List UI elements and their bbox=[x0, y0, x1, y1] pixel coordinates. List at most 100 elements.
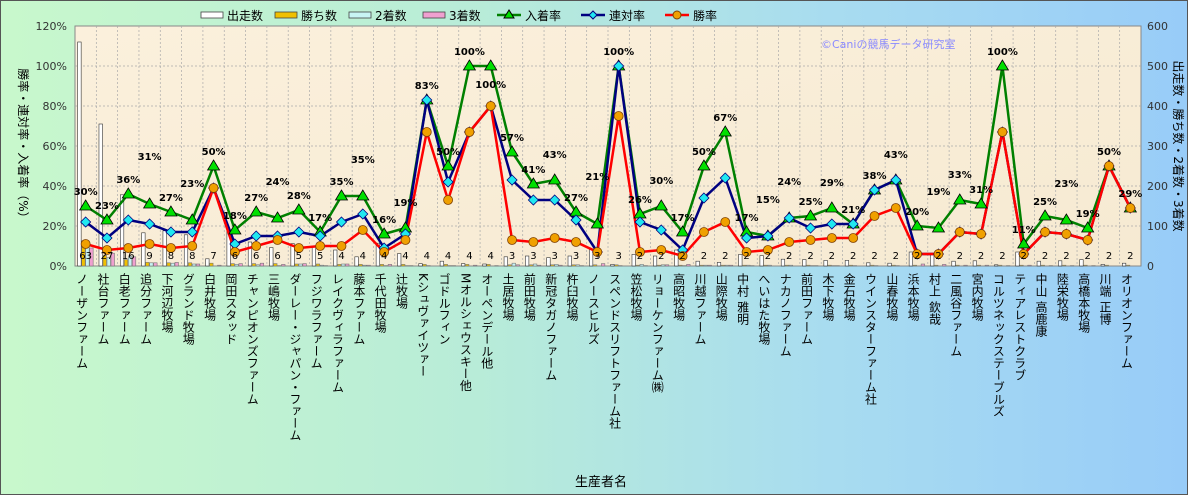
wins-data-label: 2 bbox=[765, 251, 771, 262]
bar-second bbox=[235, 264, 239, 266]
win-rate-marker bbox=[145, 240, 154, 249]
wins-data-label: 7 bbox=[210, 251, 216, 262]
x-tick-label: 山春牧場 bbox=[885, 273, 899, 322]
place-rate-data-label: 23% bbox=[1054, 179, 1078, 190]
place-rate-data-label: 19% bbox=[1076, 209, 1100, 220]
x-tick-label: コルツネックステーブルズ bbox=[991, 273, 1005, 417]
legend-label: 入着率 bbox=[525, 8, 561, 23]
bar-second bbox=[192, 264, 196, 266]
bar-second bbox=[171, 263, 175, 266]
bar-runs bbox=[1101, 264, 1105, 266]
x-tick-label: 辻牧場 bbox=[394, 273, 408, 310]
legend-label: 勝率 bbox=[693, 8, 717, 23]
x-tick-label: 千代田牧場 bbox=[373, 273, 387, 334]
bar-second bbox=[661, 265, 665, 266]
x-tick-label: ゴドルフィン bbox=[437, 272, 451, 345]
x-tick-label: 村上 欽哉 bbox=[927, 273, 941, 325]
legend-swatch bbox=[349, 12, 371, 18]
x-tick-label: 岡田スタッド bbox=[224, 273, 238, 345]
bar-second bbox=[789, 265, 793, 266]
wins-data-label: 3 bbox=[615, 251, 621, 262]
x-tick-label: 前田牧場 bbox=[522, 272, 536, 322]
x-tick-label: 藤本ファーム bbox=[352, 273, 366, 345]
place-rate-data-label: 50% bbox=[202, 147, 226, 158]
bar-runs bbox=[1080, 260, 1084, 266]
x-tick-label: チャンピオンズファーム bbox=[245, 273, 259, 405]
x-axis-title: 生産者名 bbox=[575, 474, 627, 490]
bar-third bbox=[729, 265, 733, 266]
x-tick-label: Mオルシェウスキー他 bbox=[458, 273, 472, 391]
y-tick-left: 0% bbox=[50, 260, 67, 273]
bar-wins bbox=[679, 265, 683, 266]
bar-runs bbox=[270, 248, 274, 266]
wins-data-label: 2 bbox=[1085, 251, 1091, 262]
wins-data-label: 9 bbox=[146, 251, 152, 262]
win-rate-marker bbox=[358, 226, 367, 235]
place-rate-data-label: 41% bbox=[521, 165, 545, 176]
win-rate-marker bbox=[891, 204, 900, 213]
bar-third bbox=[346, 264, 350, 266]
bar-second bbox=[747, 265, 751, 266]
wins-data-label: 4 bbox=[445, 251, 451, 262]
bar-wins bbox=[572, 265, 576, 266]
bar-runs bbox=[312, 246, 316, 266]
bar-wins bbox=[636, 265, 640, 266]
watermark: ©Caniの競馬データ研究室 bbox=[821, 37, 955, 51]
place-rate-data-label: 26% bbox=[628, 195, 652, 206]
x-tick-label: 三嶋牧場 bbox=[267, 273, 281, 322]
wins-data-label: 2 bbox=[1127, 251, 1133, 262]
x-tick-label: 浜本牧場 bbox=[906, 273, 920, 322]
x-tick-label: ナカノファーム bbox=[778, 273, 792, 357]
y-tick-right: 600 bbox=[1147, 20, 1168, 33]
bar-wins bbox=[807, 265, 811, 266]
place-rate-data-label: 31% bbox=[969, 185, 993, 196]
bar-runs bbox=[568, 256, 572, 266]
bar-wins bbox=[316, 264, 320, 266]
bar-wins bbox=[188, 263, 192, 266]
x-tick-label: レイクヴィラファーム bbox=[331, 273, 345, 393]
x-tick-label: 下河辺牧場 bbox=[160, 273, 174, 334]
wins-data-label: 4 bbox=[466, 251, 472, 262]
wins-data-label: 2 bbox=[1106, 251, 1112, 262]
x-tick-label: 中村 雅明 bbox=[736, 272, 750, 326]
legend-marker bbox=[589, 11, 597, 19]
bar-runs bbox=[184, 235, 188, 266]
bar-runs bbox=[781, 259, 785, 266]
bar-runs bbox=[461, 264, 465, 266]
place-rate-data-label: 36% bbox=[116, 175, 140, 186]
place-rate-data-label: 17% bbox=[308, 213, 332, 224]
bar-third bbox=[537, 265, 541, 266]
place-rate-data-label: 24% bbox=[777, 177, 801, 188]
bar-runs bbox=[78, 42, 82, 266]
bar-runs bbox=[632, 254, 636, 266]
bar-wins bbox=[871, 265, 875, 266]
place-rate-data-label: 20% bbox=[905, 207, 929, 218]
bar-wins bbox=[295, 264, 299, 266]
bar-wins bbox=[274, 264, 278, 266]
y-tick-right: 400 bbox=[1147, 100, 1168, 113]
place-rate-data-label: 31% bbox=[138, 152, 162, 163]
wins-data-label: 63 bbox=[79, 251, 92, 262]
place-rate-data-label: 18% bbox=[223, 211, 247, 222]
bar-wins bbox=[1105, 265, 1109, 266]
place-rate-data-label: 43% bbox=[543, 150, 567, 161]
win-rate-marker bbox=[337, 242, 346, 251]
win-rate-marker bbox=[998, 128, 1007, 137]
wins-data-label: 2 bbox=[871, 251, 877, 262]
bar-runs bbox=[845, 260, 849, 266]
bar-third bbox=[218, 265, 222, 266]
place-rate-data-label: 50% bbox=[692, 147, 716, 158]
bar-third bbox=[367, 265, 371, 266]
wins-data-label: 2 bbox=[1021, 251, 1027, 262]
wins-data-label: 2 bbox=[850, 251, 856, 262]
wins-data-label: 3 bbox=[594, 251, 600, 262]
place-rate-data-label: 15% bbox=[756, 195, 780, 206]
x-tick-label: 追分ファーム bbox=[139, 272, 153, 345]
bar-second bbox=[704, 265, 708, 266]
win-rate-marker bbox=[849, 234, 858, 243]
win-rate-marker bbox=[785, 238, 794, 247]
bar-runs bbox=[397, 254, 401, 266]
bar-wins bbox=[444, 264, 448, 266]
